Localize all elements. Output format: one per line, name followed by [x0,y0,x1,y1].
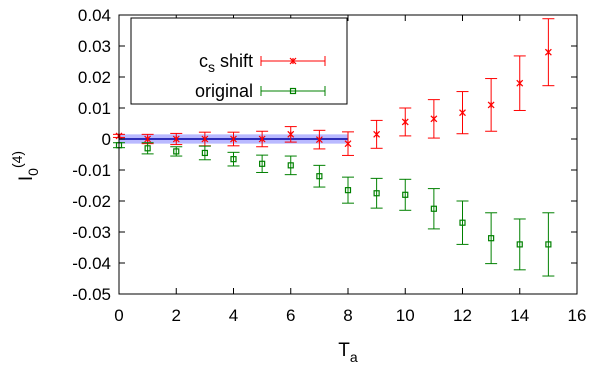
x-tick-label: 14 [510,306,529,325]
y-tick-label: -0.04 [72,254,111,273]
y-tick-label: 0.03 [78,37,111,56]
error-bar-original [399,178,412,211]
x-tick-label: 8 [343,306,352,325]
error-bar-original [227,151,240,167]
series-cs-shift [113,18,555,156]
data-point-cs-shift [144,135,152,143]
data-point-cs-shift [201,135,209,143]
data-point-original [259,160,266,167]
data-point-original [144,145,151,152]
tick-layer: 0 2 4 6 8 10 12 14 16 0.04 0.03 0.02 0.01 0 -0.01 -0.02… [72,6,586,325]
data-point-cs-shift [172,135,180,143]
legend-sample-original [260,86,326,96]
x-tick-label: 4 [229,306,238,325]
x-axis-label-sub: a [350,349,358,365]
error-bar-original [456,200,469,245]
x-axis-label-main: T [338,340,350,361]
data-point-cs-shift [459,109,466,117]
data-point-original [230,156,237,163]
data-point-cs-shift [315,136,323,144]
data-point-original [459,219,466,226]
error-bar-original [256,154,269,173]
error-bar-original [370,177,383,209]
data-point-original [373,190,380,197]
y-axis-label: I0(4) [9,151,41,181]
data-point-cs-shift [516,79,524,87]
error-bar-original [170,146,183,157]
y-axis-label-sub: 0 [25,168,41,176]
x-tick-label: 10 [396,306,415,325]
y-tick-label: -0.03 [72,223,111,242]
data-point-original [430,205,437,212]
data-point-cs-shift [544,48,552,56]
y-tick-label: 0 [102,130,111,149]
legend-label-cs-shift: cs shift [199,51,253,75]
data-point-original [402,191,409,198]
data-point-original [201,149,208,157]
svg-text:I0(4): I0(4) [9,151,41,181]
error-bar-original [485,212,498,265]
data-point-original [316,173,323,180]
error-bar-original [141,142,154,155]
error-bar-original [313,164,326,188]
x-tick-label: 12 [453,306,472,325]
error-bar-original [513,218,526,271]
x-tick-label: 2 [172,306,181,325]
y-tick-label: 0.02 [78,68,111,87]
data-point-cs-shift [344,140,352,148]
error-bar-original [198,145,211,161]
y-tick-label: -0.05 [72,285,111,304]
legend-marker [289,57,297,65]
y-tick-label: -0.02 [72,192,111,211]
x-tick-label: 16 [568,306,587,325]
y-tick-label: -0.01 [72,161,111,180]
data-point-original [344,187,352,194]
x-tick-label: 0 [114,306,123,325]
data-point-cs-shift [230,135,237,143]
series-original [113,142,555,277]
data-point-original [287,162,294,169]
legend-label-original: original [195,81,253,101]
error-bar-original [342,176,354,204]
data-point-cs-shift [287,130,295,138]
data-point-cs-shift [487,101,495,109]
data-point-cs-shift [430,115,438,123]
legend-marker [289,87,297,95]
error-bar-original [284,155,297,176]
x-axis-label: Ta [338,340,358,365]
y-tick-label: 0.01 [78,99,111,118]
error-bar-original [427,188,440,230]
y-tick-label: 0.04 [78,6,111,25]
data-point-original [173,148,180,155]
y-axis-label-sup: (4) [9,151,25,168]
legend-sample-cs-shift [260,56,326,66]
y-axis-label-main: I [16,176,37,181]
error-bar-original [542,212,555,277]
data-point-original [516,241,523,248]
data-point-cs-shift [258,135,266,143]
series-layer [113,18,555,277]
data-point-original [488,235,495,242]
legend: cs shift original [130,17,348,105]
x-tick-label: 6 [286,306,295,325]
data-point-cs-shift [373,130,381,138]
data-point-cs-shift [401,118,409,126]
data-point-original [545,241,552,248]
